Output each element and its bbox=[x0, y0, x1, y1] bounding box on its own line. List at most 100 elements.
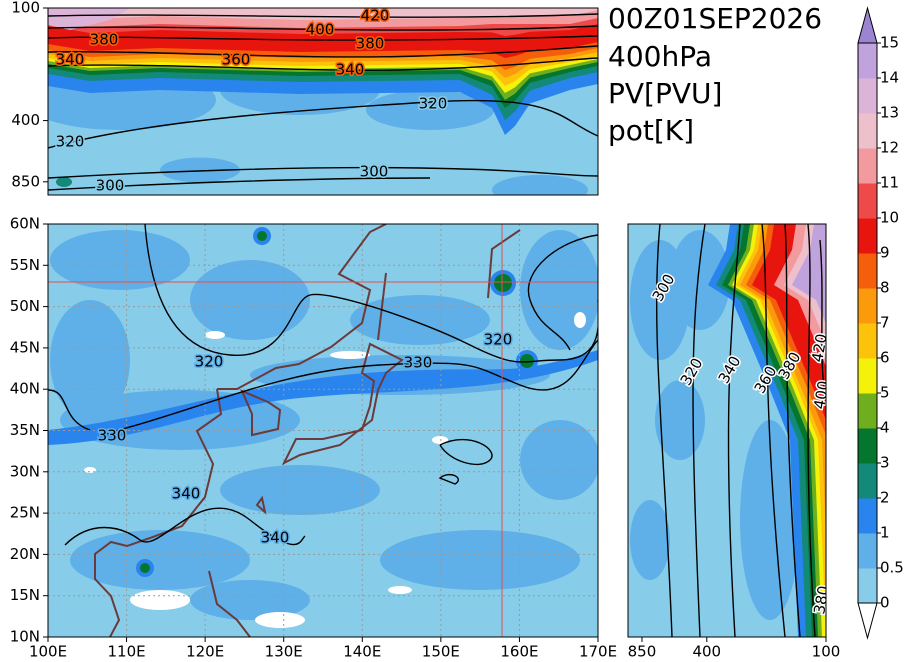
shade bbox=[792, 224, 826, 637]
contour-label: 420 bbox=[808, 332, 831, 363]
colorbar-tick-label: 8 bbox=[880, 279, 890, 297]
colorbar-bin bbox=[858, 148, 877, 184]
x-tick-label: 160E bbox=[500, 643, 538, 661]
coastline bbox=[377, 272, 387, 341]
colorbar-tick-label: 2 bbox=[880, 489, 890, 507]
shade bbox=[255, 612, 305, 628]
contour bbox=[439, 439, 493, 466]
x-tick-label: 130E bbox=[265, 643, 303, 661]
colorbar-tick-label: 4 bbox=[880, 419, 890, 437]
frame bbox=[627, 223, 827, 638]
colorbar-tick-label: 3 bbox=[880, 454, 890, 472]
colorbar-tick-label: 9 bbox=[880, 244, 890, 262]
y-tick-label: 10N bbox=[10, 628, 40, 646]
colorbar-tick-label: 15 bbox=[880, 34, 899, 52]
contour bbox=[761, 224, 786, 637]
y-tick-label: 100 bbox=[11, 0, 40, 17]
contour bbox=[784, 224, 801, 637]
colorbar-tick-label: 11 bbox=[880, 174, 899, 192]
colorbar-extend bbox=[857, 602, 878, 640]
colorbar-extend bbox=[857, 6, 878, 44]
contour bbox=[48, 57, 598, 71]
shade bbox=[494, 274, 512, 292]
colorbar-bin bbox=[858, 183, 877, 219]
y-tick-label: 60N bbox=[10, 215, 40, 233]
shade bbox=[670, 230, 730, 330]
x-tick-label: 100 bbox=[812, 643, 841, 661]
colorbar-tick-label: 0 bbox=[880, 594, 890, 612]
shade bbox=[520, 420, 598, 500]
colorbar-tick-label: 0.5 bbox=[880, 559, 904, 577]
title-line: pot[K] bbox=[608, 114, 694, 147]
colorbar-bin bbox=[858, 78, 877, 114]
shade bbox=[752, 224, 826, 637]
coastline bbox=[281, 342, 404, 466]
contour-label: 340 bbox=[336, 61, 365, 79]
contour bbox=[819, 239, 826, 401]
colorbar-bin bbox=[858, 288, 877, 324]
contour-label: 380 bbox=[810, 584, 833, 615]
shade bbox=[190, 580, 310, 620]
colorbar-tick-label: 5 bbox=[880, 384, 890, 402]
contour-label: 340 bbox=[261, 529, 290, 547]
shade bbox=[220, 465, 380, 515]
contour bbox=[48, 177, 431, 191]
colorbar-tick-label: 6 bbox=[880, 349, 890, 367]
shade bbox=[190, 260, 310, 340]
shade bbox=[492, 175, 588, 195]
shade bbox=[130, 590, 190, 610]
x-tick-label: 120E bbox=[186, 643, 224, 661]
contour bbox=[48, 13, 598, 18]
contour bbox=[48, 25, 598, 31]
contour bbox=[48, 35, 598, 41]
colorbar-bin bbox=[858, 463, 877, 499]
y-tick-label: 30N bbox=[10, 462, 40, 480]
coastline bbox=[255, 495, 267, 515]
title-line: 00Z01SEP2026 bbox=[608, 2, 822, 35]
title-line: PV[PVU] bbox=[608, 77, 722, 110]
coastline bbox=[217, 224, 387, 390]
shade bbox=[520, 354, 534, 368]
contour-label: 340 bbox=[172, 485, 201, 503]
contour bbox=[48, 166, 598, 179]
contour bbox=[48, 389, 91, 431]
contour-label: 320 bbox=[419, 95, 448, 113]
y-tick-label: 35N bbox=[10, 421, 40, 439]
x-tick-label: 100E bbox=[29, 643, 67, 661]
colorbar-bin bbox=[858, 253, 877, 289]
contour bbox=[99, 339, 598, 436]
colorbar-bin bbox=[858, 498, 877, 534]
colorbar-tick-label: 13 bbox=[880, 104, 899, 122]
colorbar-bin bbox=[858, 568, 877, 604]
colorbar-tick-label: 7 bbox=[880, 314, 890, 332]
contour-label: 400 bbox=[810, 379, 833, 410]
top-panel-fill: 420 400 380 380 360 340 340 320 320 300 300 bbox=[48, 8, 598, 195]
title-line: 400hPa bbox=[608, 40, 712, 73]
contour-label: 400 bbox=[306, 21, 335, 39]
colorbar-bin bbox=[858, 358, 877, 394]
contour bbox=[655, 224, 673, 637]
colorbar-bin bbox=[858, 43, 877, 79]
shade bbox=[432, 436, 448, 444]
colorbar-tick-label: 1 bbox=[880, 524, 890, 542]
shade bbox=[350, 295, 490, 345]
shade bbox=[50, 230, 190, 290]
contour bbox=[48, 45, 598, 58]
shade bbox=[574, 312, 586, 328]
shade bbox=[205, 331, 225, 339]
colorbar-bin bbox=[858, 428, 877, 464]
contour bbox=[727, 224, 741, 637]
colorbar-tick-label: 10 bbox=[880, 209, 899, 227]
contour-label: 320 bbox=[195, 353, 224, 371]
contour bbox=[438, 474, 459, 485]
contour-label: 380 bbox=[90, 31, 119, 49]
shade bbox=[380, 530, 580, 590]
contour-label: 300 bbox=[96, 177, 125, 195]
contour-label: 320 bbox=[56, 133, 85, 151]
shade bbox=[48, 8, 130, 30]
colorbar-tick-label: 12 bbox=[880, 139, 899, 157]
y-tick-label: 15N bbox=[10, 586, 40, 604]
y-tick-label: 20N bbox=[10, 545, 40, 563]
